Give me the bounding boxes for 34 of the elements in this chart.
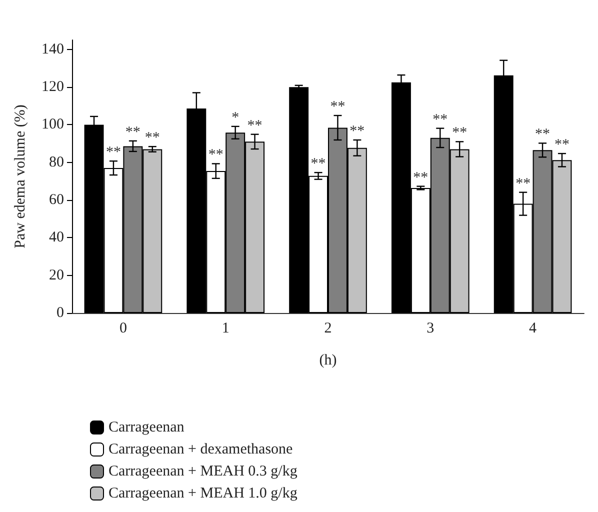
x-axis-title: (h) (319, 352, 337, 368)
y-tick-label: 40 (49, 230, 64, 246)
data-label: ** (554, 137, 570, 154)
y-tick-label: 120 (42, 79, 64, 96)
data-label: ** (310, 156, 326, 172)
x-tick-label: 3 (426, 320, 434, 336)
y-tick-label: 140 (42, 41, 64, 58)
y-tick-label: 80 (49, 154, 64, 170)
data-label: ** (535, 126, 550, 143)
y-tick-label: 100 (42, 116, 64, 133)
legend-label: Carrageenan + dexamethasone (108, 442, 294, 458)
data-label: ** (208, 147, 224, 164)
legend-label: Carrageenan + MEAH 0.3 g/kg (108, 464, 298, 480)
y-tick-label: 0 (56, 305, 64, 321)
data-label: ** (125, 124, 140, 140)
data-label: ** (432, 112, 448, 128)
y-tick-label: 60 (49, 192, 64, 208)
y-axis-title: Paw edema volume (%) (12, 104, 28, 248)
data-label: ** (106, 144, 121, 161)
x-tick-label: 0 (119, 320, 127, 336)
data-label: * (232, 110, 240, 126)
y-tick-label: 20 (49, 267, 64, 284)
data-label: ** (330, 99, 346, 115)
data-label: ** (350, 123, 365, 140)
legend-label: Carrageenan + MEAH 1.0 g/kg (108, 486, 298, 502)
x-tick-label: 2 (324, 320, 332, 336)
x-tick-label: 1 (222, 320, 230, 336)
data-label: ** (516, 176, 531, 192)
data-label: ** (413, 170, 428, 186)
data-label: ** (144, 130, 160, 146)
x-tick-label: 4 (529, 320, 538, 336)
legend-label: Carrageenan (108, 420, 185, 436)
data-label: ** (452, 125, 468, 142)
data-label: ** (247, 118, 262, 134)
